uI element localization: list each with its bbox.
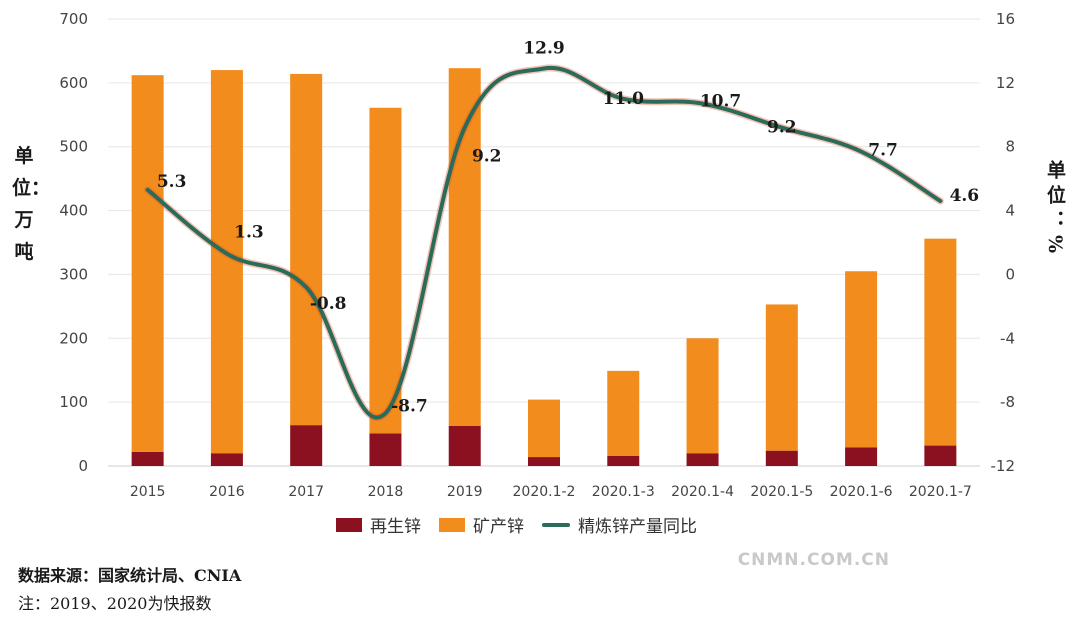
data-label: 4.6 (950, 186, 980, 206)
bar-mine-zinc (528, 399, 560, 458)
x-tick-label: 2015 (130, 484, 166, 500)
data-label: 9.2 (472, 147, 502, 167)
data-label: 11.0 (603, 89, 645, 109)
y-axis-left: 0 100 200 300 400 500 600 700 (59, 10, 88, 475)
y-right-tick-label: 12 (996, 74, 1015, 92)
bar-mine-zinc (765, 304, 798, 451)
bar-mine-zinc (131, 75, 164, 452)
y-left-tick-label: 400 (59, 202, 88, 220)
bar-recycled-zinc (131, 451, 164, 466)
grid-lines (108, 18, 980, 467)
y-right-tick-label: 0 (1005, 265, 1015, 283)
y-right-tick-label: -12 (991, 457, 1016, 475)
y-axis-left-title: 单位：万吨 (12, 145, 51, 263)
x-tick-label: 2020.1-6 (830, 484, 893, 500)
bar-recycled-zinc (765, 450, 798, 466)
line-refined-zinc-yoy (145, 65, 943, 420)
legend-label-recycled-zinc: 再生锌 (370, 517, 421, 537)
x-tick-label: 2016 (209, 484, 245, 500)
x-tick-label: 2018 (368, 484, 404, 500)
legend-label-mine-zinc: 矿产锌 (473, 517, 524, 537)
x-axis: 2015 2016 2017 2018 2019 2020.1-2 2020.1-3 2020… (130, 484, 972, 500)
watermark: CNMN.COM.CN (737, 550, 890, 570)
bar-recycled-zinc (686, 453, 719, 466)
y-left-tick-label: 600 (59, 74, 88, 92)
data-label: -0.8 (310, 294, 347, 314)
x-tick-label: 2020.1-5 (750, 484, 813, 500)
bars (131, 68, 957, 466)
bar-recycled-zinc (369, 433, 402, 466)
bar-recycled-zinc (845, 447, 878, 466)
x-tick-label: 2020.1-4 (671, 484, 734, 500)
bar-mine-zinc (607, 370, 640, 456)
bar-recycled-zinc (448, 425, 481, 466)
bar-mine-zinc (369, 107, 402, 434)
y-axis-right-title: 单位：% (1044, 160, 1066, 260)
legend: 再生锌 矿产锌 精炼锌产量同比 (336, 512, 697, 537)
bar-mine-zinc (290, 73, 323, 426)
y-left-tick-label: 700 (59, 10, 88, 28)
y-right-tick-label: 8 (1005, 138, 1015, 156)
legend-item-recycled-zinc: 再生锌 (336, 512, 421, 537)
line-shadow (144, 64, 944, 421)
data-label: 1.3 (234, 223, 264, 243)
y-right-tick-label: -8 (1000, 393, 1015, 411)
x-tick-label: 2020.1-7 (909, 484, 972, 500)
bar-mine-zinc (686, 338, 719, 454)
bar-recycled-zinc (290, 425, 323, 466)
legend-label-refined-zinc-yoy: 精炼锌产量同比 (578, 517, 697, 537)
x-tick-label: 2020.1-2 (513, 484, 576, 500)
y-axis-right: -12 -8 -4 0 4 8 12 16 (991, 10, 1016, 475)
legend-swatch-refined-zinc-yoy (542, 522, 570, 527)
y-right-tick-label: 16 (996, 10, 1015, 28)
line-series (144, 64, 944, 421)
bar-recycled-zinc (924, 445, 957, 466)
y-left-tick-label: 500 (59, 138, 88, 156)
data-label: 12.9 (523, 38, 564, 58)
y-right-tick-label: 4 (1005, 202, 1015, 220)
bar-mine-zinc (924, 238, 957, 446)
y-left-tick-label: 100 (59, 393, 88, 411)
data-label: 7.7 (868, 141, 898, 161)
data-label: -8.7 (391, 396, 428, 416)
y-left-tick-label: 300 (59, 265, 88, 283)
bar-recycled-zinc (210, 453, 243, 466)
y-left-tick-label: 200 (59, 329, 88, 347)
legend-item-refined-zinc-yoy: 精炼锌产量同比 (542, 512, 697, 537)
data-source: 数据来源：国家统计局、CNIA (18, 566, 242, 585)
data-label: 9.2 (767, 118, 797, 138)
legend-item-mine-zinc: 矿产锌 (439, 512, 524, 537)
bar-mine-zinc (845, 271, 878, 448)
y-left-tick-label: 0 (78, 457, 88, 475)
footnote: 注：2019、2020为快报数 (18, 594, 212, 613)
bar-recycled-zinc (528, 457, 560, 466)
bar-mine-zinc (210, 70, 243, 454)
x-tick-label: 2020.1-3 (592, 484, 655, 500)
data-label: 5.3 (157, 172, 187, 192)
data-labels: 5.3 1.3 -0.8 -8.7 9.2 12.9 11.0 10.7 9.2 7.7 4.6 (157, 38, 979, 416)
x-tick-label: 2019 (447, 484, 483, 500)
data-label: 10.7 (700, 92, 741, 112)
legend-swatch-mine-zinc (439, 517, 465, 532)
bar-recycled-zinc (607, 455, 640, 466)
y-right-tick-label: -4 (1000, 329, 1015, 347)
legend-swatch-recycled-zinc (336, 517, 362, 532)
x-tick-label: 2017 (288, 484, 324, 500)
